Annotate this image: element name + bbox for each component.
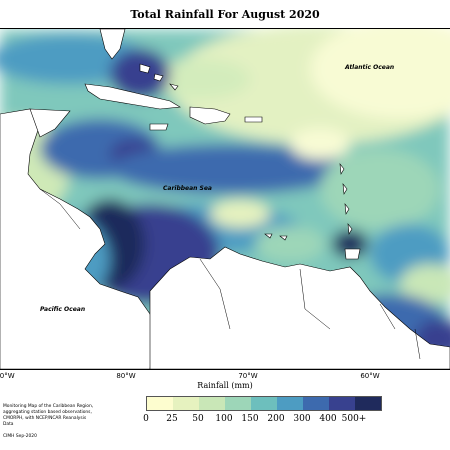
legend-tick-label: 500+ xyxy=(341,414,367,424)
atlantic-ocean-label: Atlantic Ocean xyxy=(345,64,395,71)
land xyxy=(0,29,450,369)
legend-tick-label: 400 xyxy=(319,414,337,424)
legend-swatch xyxy=(251,397,277,410)
credit: CIMH Sep-2020 xyxy=(3,434,37,439)
legend-tick-label: 25 xyxy=(166,414,178,424)
borders xyxy=(39,188,421,360)
legend-tick-label: 0 xyxy=(143,414,149,424)
map-title: Total Rainfall For August 2020 xyxy=(130,8,320,21)
legend-swatch xyxy=(173,397,199,410)
longitude-label: 70°W xyxy=(238,372,258,380)
legend-swatch xyxy=(277,397,303,410)
legend-swatch xyxy=(147,397,173,410)
legend-title: Rainfall (mm) xyxy=(197,381,253,390)
longitude-label: 80°W xyxy=(116,372,136,380)
legend-swatch xyxy=(355,397,381,410)
legend-swatch xyxy=(303,397,329,410)
legend-ticks: 0 25 50 100 150 200 300 400 500+ xyxy=(130,414,430,426)
legend-swatch xyxy=(199,397,225,410)
legend-color-bar xyxy=(146,396,382,411)
footnote: Monitoring Map of the Caribbean Region, … xyxy=(3,404,94,427)
pacific-ocean-label: Pacific Ocean xyxy=(40,306,86,313)
legend-tick-label: 300 xyxy=(293,414,311,424)
caribbean-sea-label: Caribbean Sea xyxy=(163,185,212,192)
rainfall-map xyxy=(0,28,450,370)
legend-tick-label: 150 xyxy=(241,414,259,424)
legend-tick-label: 50 xyxy=(192,414,204,424)
legend-swatch xyxy=(225,397,251,410)
legend-swatch xyxy=(329,397,355,410)
longitude-label: 90°W xyxy=(0,372,15,380)
longitude-label: 60°W xyxy=(360,372,380,380)
legend-tick-label: 200 xyxy=(267,414,285,424)
legend-tick-label: 100 xyxy=(215,414,233,424)
